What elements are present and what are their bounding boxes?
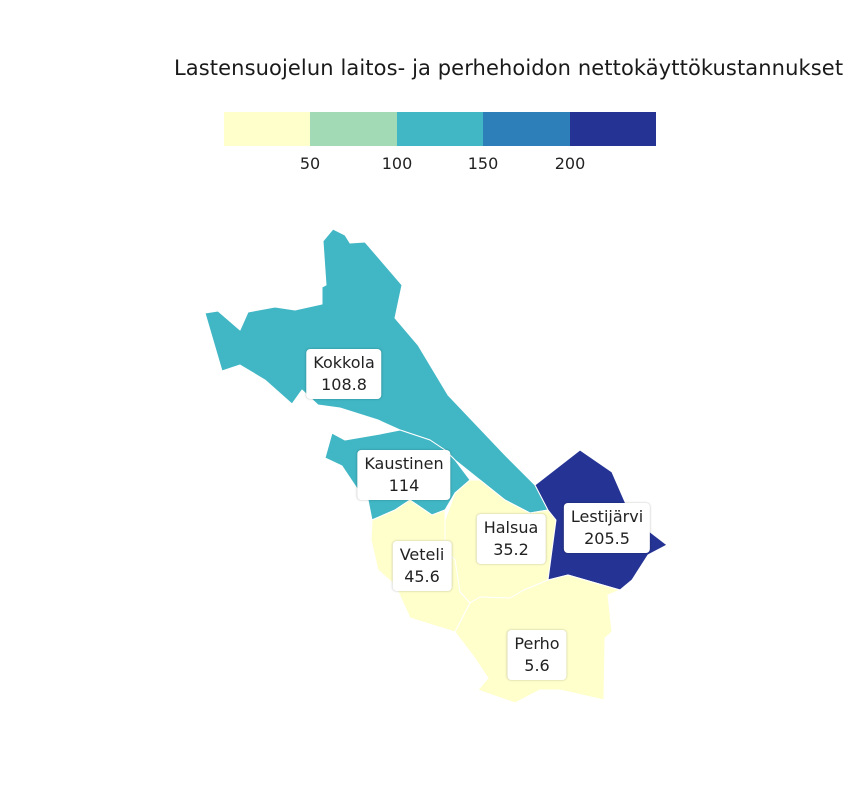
label-perho: Perho 5.6	[507, 630, 567, 680]
label-perho-name: Perho	[514, 634, 560, 653]
label-lestijarvi-value: 205.5	[584, 529, 630, 548]
legend-tick-150: 150	[467, 154, 499, 173]
map-title: Lastensuojelun laitos- ja perhehoidon ne…	[174, 56, 844, 80]
label-veteli-name: Veteli	[399, 545, 445, 564]
label-kokkola: Kokkola 108.8	[306, 349, 382, 399]
label-kaustinen: Kaustinen 114	[357, 450, 451, 500]
label-lestijarvi: Lestijärvi 205.5	[563, 503, 651, 553]
legend-tick-200: 200	[554, 154, 586, 173]
label-kokkola-value: 108.8	[321, 375, 367, 394]
label-kaustinen-value: 114	[388, 476, 420, 495]
legend-swatch-3	[396, 112, 484, 146]
legend-swatch-1	[224, 112, 311, 146]
legend-swatch-2	[310, 112, 397, 146]
label-lestijarvi-name: Lestijärvi	[570, 507, 644, 526]
legend-swatch-5	[569, 112, 657, 146]
legend-swatch-4	[483, 112, 570, 146]
label-halsua-value: 35.2	[493, 540, 529, 559]
label-halsua-name: Halsua	[483, 518, 539, 537]
label-kaustinen-name: Kaustinen	[364, 454, 444, 473]
legend-tick-100: 100	[381, 154, 413, 173]
label-kokkola-name: Kokkola	[313, 353, 375, 372]
label-veteli-value: 45.6	[404, 567, 440, 586]
label-veteli: Veteli 45.6	[392, 541, 452, 591]
legend-tick-50: 50	[299, 154, 321, 173]
label-perho-value: 5.6	[524, 656, 550, 675]
color-legend	[224, 112, 657, 146]
label-halsua: Halsua 35.2	[476, 514, 546, 564]
